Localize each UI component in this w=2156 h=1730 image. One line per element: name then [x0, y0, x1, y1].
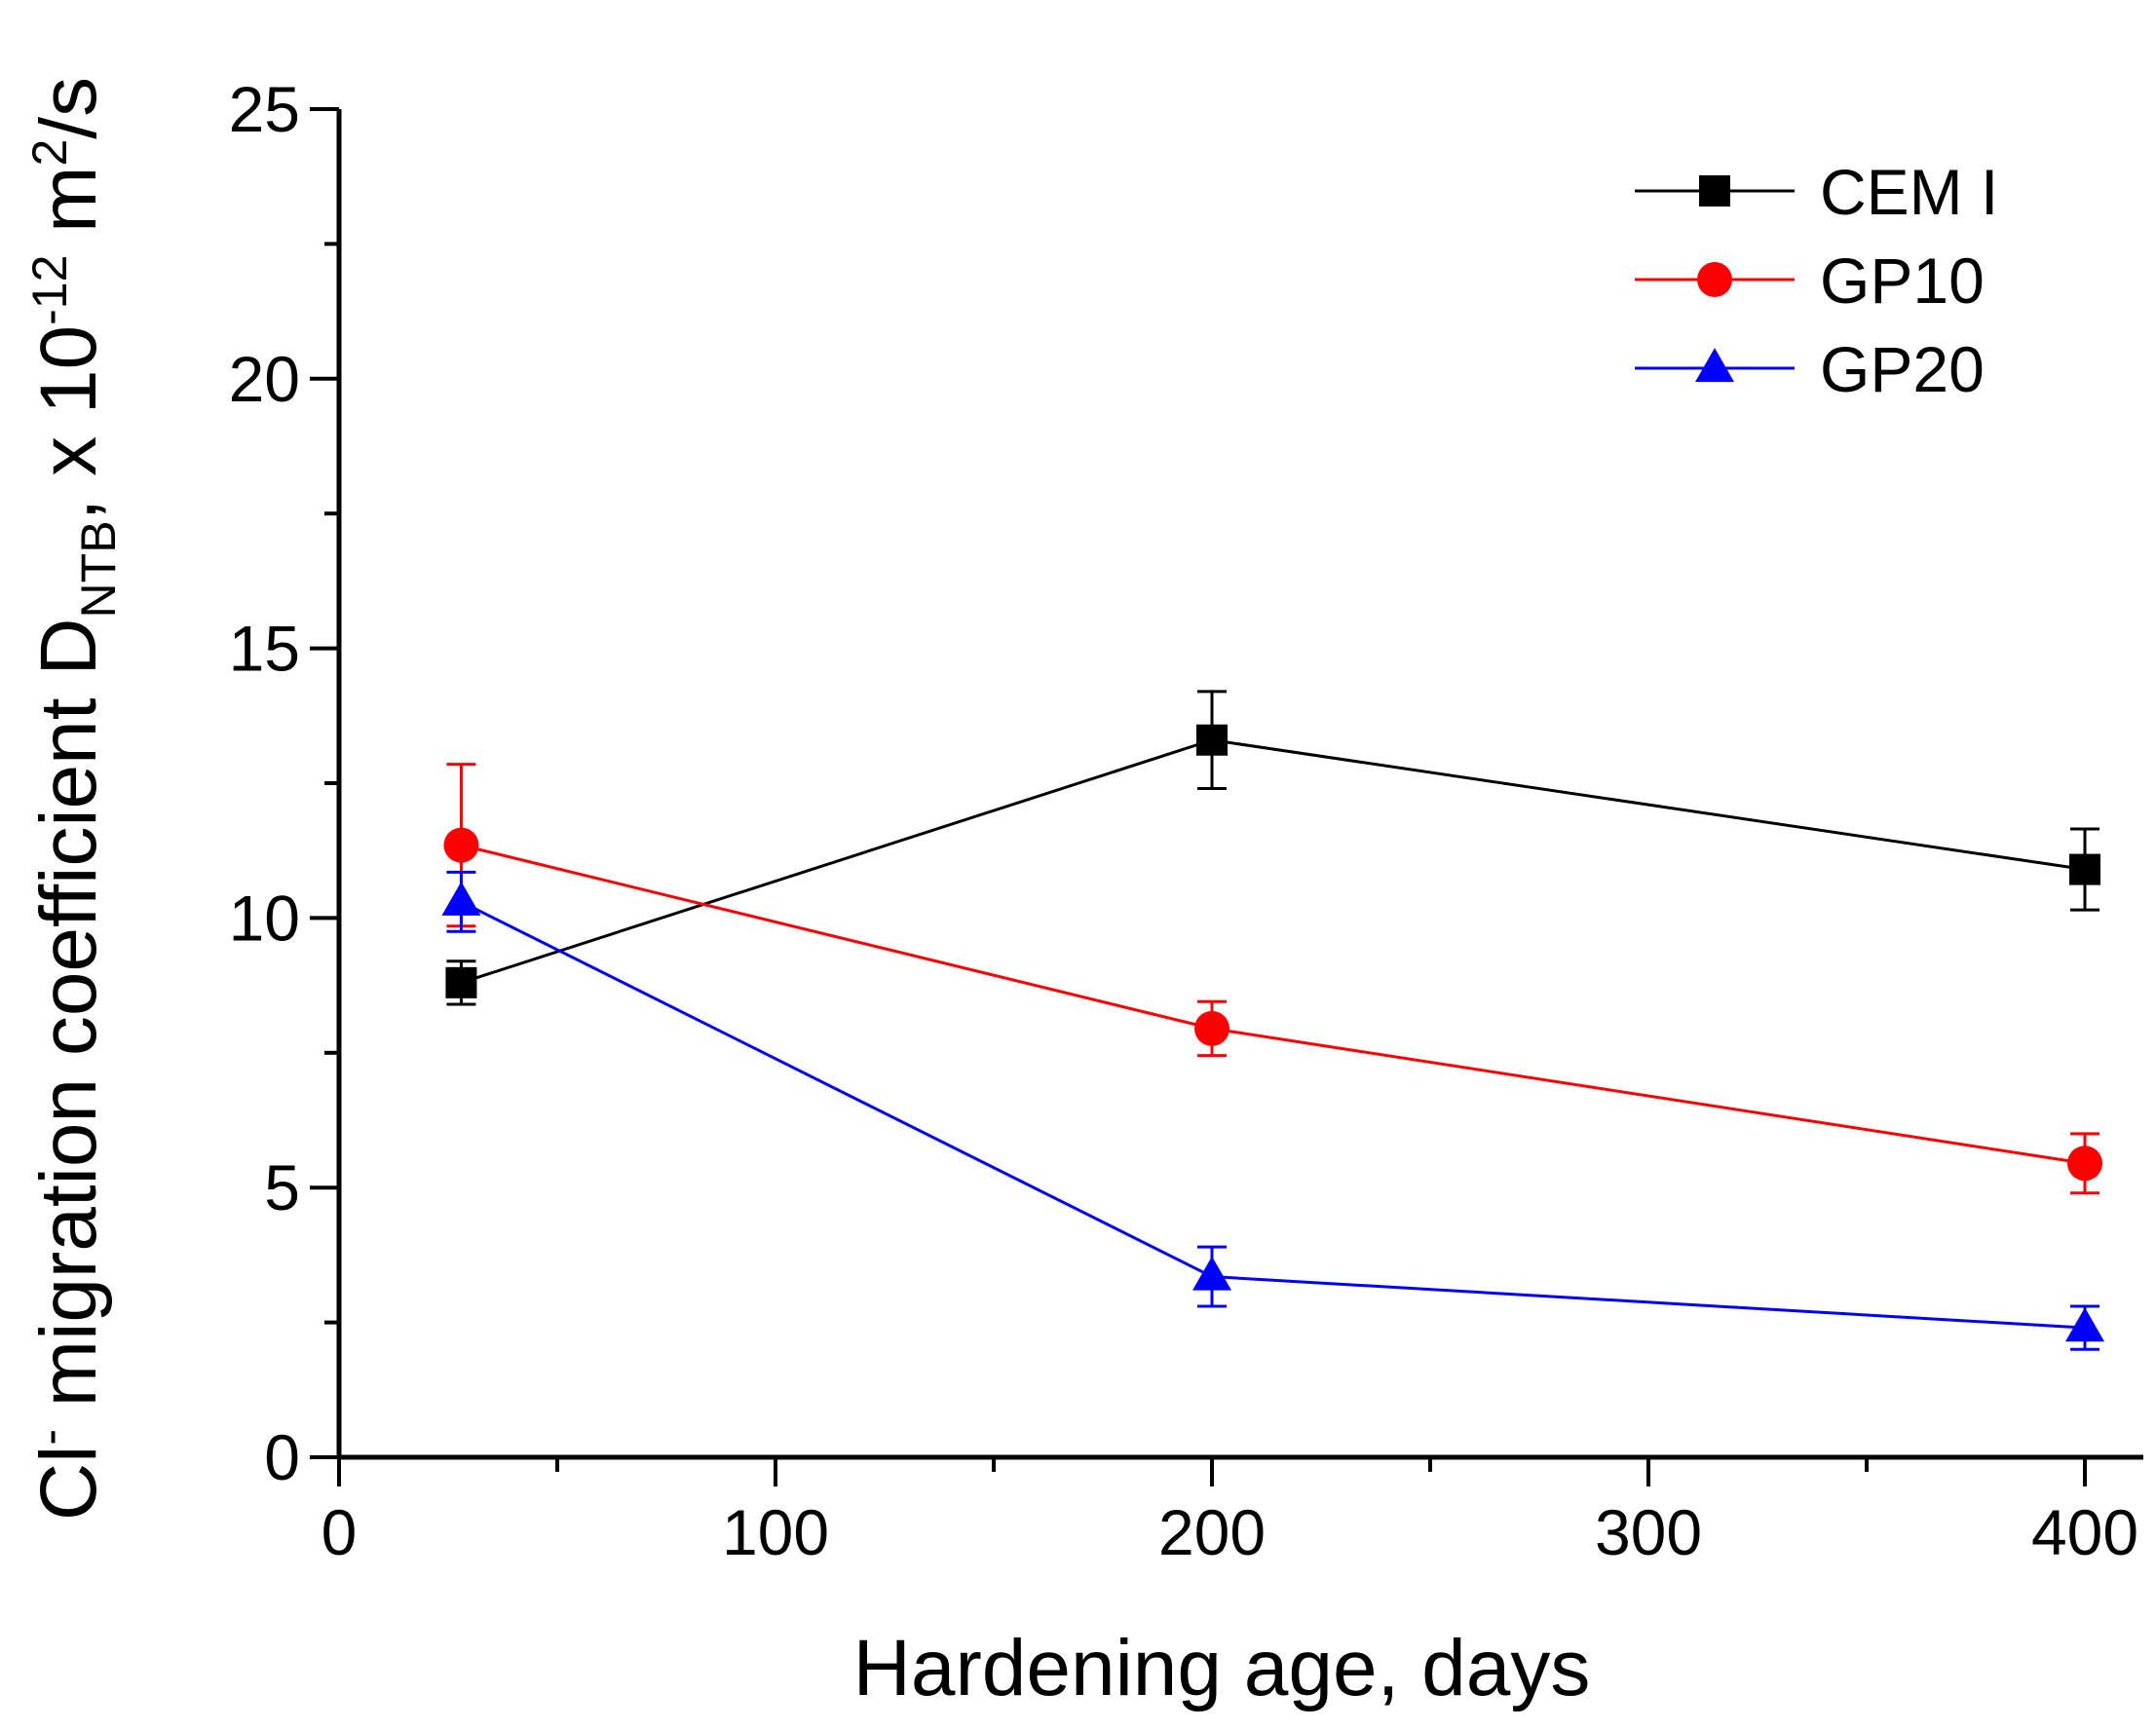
y-label-main: migration coefficient D [24, 618, 113, 1429]
y-label-mid: , x 10 [24, 325, 113, 521]
legend-marker-gp10 [1697, 262, 1732, 297]
data-point-cem-i [445, 966, 477, 998]
x-tick-label: 300 [1595, 1496, 1702, 1568]
y-axis-title: Cl- migration coefficient DNTB, x 10-12 … [22, 77, 126, 1521]
plot-axes: 0 5 10 15 20 25 0 100 200 300 400 [229, 73, 2143, 1568]
x-axis-title: Hardening age, days [853, 1624, 1591, 1712]
y-label-exponent: -12 [22, 255, 77, 325]
legend-item-gp20: GP20 [1635, 333, 1985, 405]
series-layer [441, 690, 2104, 1351]
x-tick-label: 400 [2031, 1496, 2138, 1568]
data-point-cem-i [2069, 853, 2100, 885]
data-point-gp20 [441, 881, 481, 916]
series-gp10 [443, 763, 2102, 1195]
y-label-prefix-sup: - [22, 1429, 77, 1446]
series-line-gp20 [460, 900, 2086, 1330]
data-point-gp10 [1194, 1010, 1229, 1046]
legend-item-gp10: GP10 [1635, 244, 1985, 317]
data-point-gp20 [2065, 1307, 2104, 1342]
x-tick-label: 0 [322, 1496, 358, 1568]
y-label-unit-sup: 2 [22, 139, 77, 167]
series-gp20 [441, 870, 2104, 1351]
legend-label-gp20: GP20 [1820, 333, 1985, 405]
y-tick-label: 5 [264, 1151, 300, 1223]
series-line-gp10 [461, 844, 2086, 1165]
legend-marker-gp20 [1695, 348, 1734, 383]
y-label-tail: /s [24, 77, 113, 139]
data-point-gp20 [1192, 1256, 1231, 1291]
y-tick-label: 20 [229, 343, 300, 415]
data-point-gp10 [2067, 1146, 2102, 1182]
y-tick-label: 15 [229, 613, 300, 685]
y-tick-label: 0 [264, 1421, 300, 1493]
legend-label-gp10: GP10 [1820, 244, 1985, 317]
legend-marker-cem-i [1699, 175, 1730, 207]
x-tick-label: 100 [722, 1496, 829, 1568]
data-point-gp10 [443, 827, 479, 863]
legend-label-cem-i: CEM I [1820, 156, 1998, 228]
series-cem-i [445, 690, 2100, 1006]
y-label-prefix: Cl [24, 1446, 113, 1521]
y-label-unit: m [24, 167, 113, 255]
legend: CEM I GP10 GP20 [1635, 156, 1998, 405]
series-line-cem-i [460, 738, 2086, 985]
y-tick-label: 25 [229, 73, 300, 145]
y-tick-label: 10 [229, 882, 300, 954]
x-tick-label: 200 [1158, 1496, 1266, 1568]
legend-item-cem-i: CEM I [1635, 156, 1998, 228]
y-label-subscript: NTB [71, 520, 126, 618]
data-point-cem-i [1196, 724, 1228, 756]
